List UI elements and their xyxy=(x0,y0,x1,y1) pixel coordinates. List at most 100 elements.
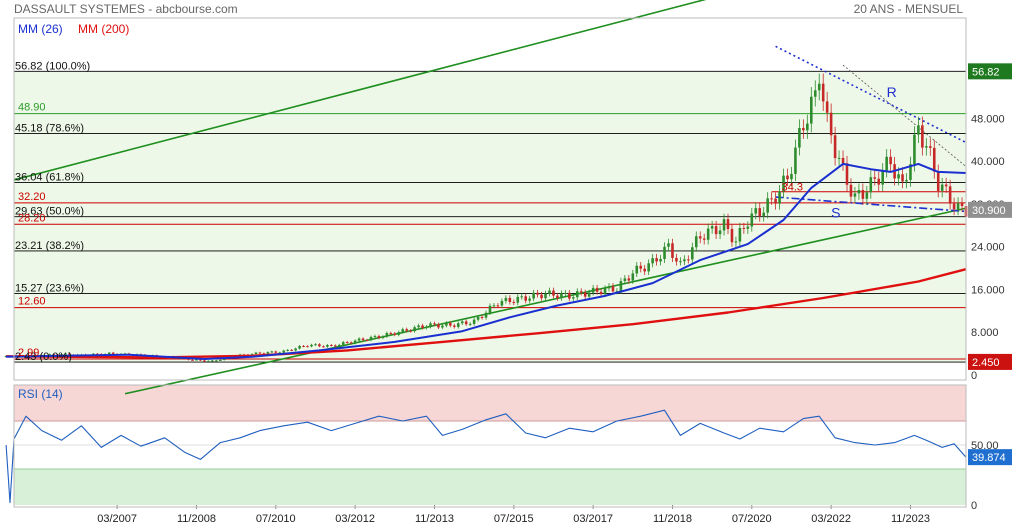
candle-body xyxy=(52,354,55,356)
candle-body xyxy=(714,226,718,235)
candle-body xyxy=(326,345,329,347)
candle-body xyxy=(560,293,563,299)
candle-body xyxy=(750,213,754,227)
candle-body xyxy=(397,332,401,335)
candle-body xyxy=(373,336,377,338)
candle-body xyxy=(833,135,837,159)
candle-body xyxy=(726,219,730,229)
horizontal-level-label: 12.60 xyxy=(18,296,46,308)
candle-body xyxy=(837,157,841,159)
candle-body xyxy=(341,342,345,345)
chart-header-title: DASSAULT SYSTEMES - abcbourse.com xyxy=(14,2,238,16)
x-tick-label: 11/2013 xyxy=(415,513,454,525)
candle-body xyxy=(885,156,888,171)
candle-body xyxy=(496,305,500,307)
candle-body xyxy=(4,356,8,358)
candle-body xyxy=(595,287,599,292)
candle-body xyxy=(694,236,698,248)
candle-body xyxy=(433,323,436,325)
candle-body xyxy=(810,96,813,124)
candle-body xyxy=(623,278,627,282)
candle-body xyxy=(421,325,424,328)
candle-body xyxy=(583,292,587,297)
candle-body xyxy=(849,184,853,197)
candle-body xyxy=(873,177,877,179)
candle-body xyxy=(948,186,952,204)
candle-body xyxy=(564,292,567,294)
candle-body xyxy=(683,259,686,262)
candle-body xyxy=(532,292,535,299)
gridline-layer xyxy=(14,420,966,509)
candle-body xyxy=(675,257,678,262)
candle-body xyxy=(706,228,710,240)
candle-body xyxy=(607,286,611,289)
candle-body xyxy=(881,170,884,185)
candle-body xyxy=(758,208,762,217)
candle-body xyxy=(516,296,520,303)
candle-body xyxy=(643,268,646,272)
candle-body xyxy=(270,351,274,353)
candle-body xyxy=(492,305,496,307)
candle-body xyxy=(921,125,924,148)
candle-body xyxy=(298,345,301,349)
candle-body xyxy=(730,228,734,243)
candle-body xyxy=(698,236,702,239)
candle-body xyxy=(484,312,488,318)
candle-body xyxy=(897,174,900,179)
candle-body xyxy=(195,359,198,361)
candle-body xyxy=(345,342,349,344)
candle-body xyxy=(556,295,559,299)
candle-body xyxy=(389,333,393,335)
candle-body xyxy=(449,323,452,326)
candle-body xyxy=(913,134,916,165)
candle-body xyxy=(869,177,873,193)
candle-body xyxy=(262,353,266,355)
candle-body xyxy=(441,325,444,328)
candle-body xyxy=(651,258,654,264)
candle-body xyxy=(203,360,206,362)
candle-body xyxy=(357,338,361,341)
candle-body xyxy=(369,336,373,341)
candle-body xyxy=(460,321,464,324)
candle-body xyxy=(294,348,297,351)
rsi-panel-border xyxy=(13,384,967,508)
ma-short-line xyxy=(6,162,967,360)
candle-body xyxy=(548,290,551,294)
fib-top-badge-bg xyxy=(968,63,1012,80)
candle-body xyxy=(480,317,484,319)
candle-body xyxy=(310,344,313,347)
candle-body xyxy=(500,300,504,306)
candle-body xyxy=(817,83,821,91)
last-price-badge: 30.900 xyxy=(972,205,1006,217)
candle-body xyxy=(762,212,765,217)
candle-body xyxy=(409,330,412,332)
candle-body xyxy=(663,246,666,259)
candle-body xyxy=(794,147,797,174)
candle-body xyxy=(925,146,928,148)
candle-body xyxy=(671,243,674,258)
candle-body xyxy=(579,291,583,293)
candle-body xyxy=(687,259,690,261)
candle-body xyxy=(528,298,531,301)
candle-body xyxy=(191,359,194,361)
ma-long-last-badge: 2.450 xyxy=(972,357,1000,369)
candle-body xyxy=(655,258,658,262)
candle-body xyxy=(960,203,964,207)
rsi-tick-label: 50.00 xyxy=(971,440,999,452)
candle-body xyxy=(330,345,333,347)
price-tick-label: 40.000 xyxy=(971,156,1005,168)
ma-long-last-badge-bg xyxy=(968,353,1012,370)
candle-body xyxy=(476,317,480,320)
candle-body xyxy=(322,346,325,348)
price-tick-label: 0 xyxy=(971,370,977,382)
candle-body xyxy=(215,360,218,362)
horizontal-level-label: 28.20 xyxy=(18,212,46,224)
candle-body xyxy=(802,127,805,131)
price-tick-label: 16.000 xyxy=(971,284,1005,296)
rsi-line xyxy=(5,409,967,504)
rsi-last-badge: 39.874 xyxy=(972,452,1006,464)
candle-body xyxy=(286,349,289,351)
candle-body xyxy=(766,198,769,213)
candle-body xyxy=(199,359,202,361)
candle-body xyxy=(774,198,777,204)
